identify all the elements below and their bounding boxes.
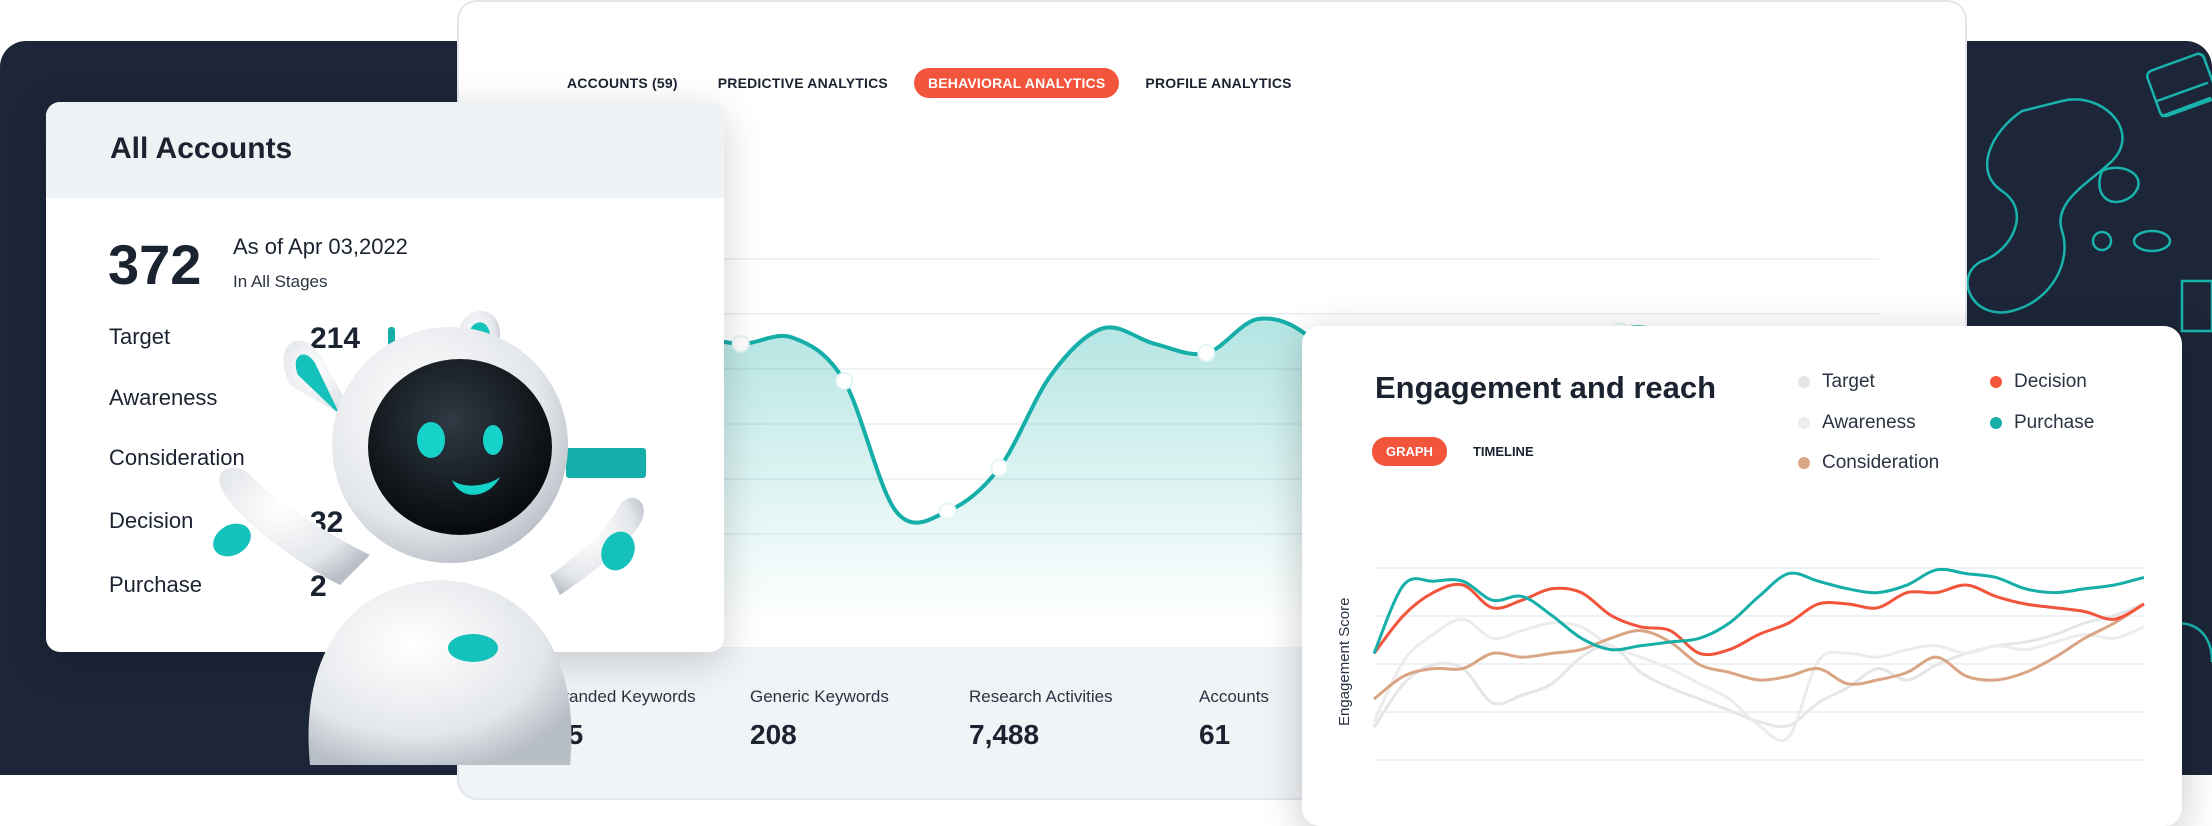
stage-decision-label: Decision [109, 508, 194, 533]
tab-timeline[interactable]: TIMELINE [1472, 444, 1534, 459]
stage-target-value: 214 [310, 322, 361, 355]
data-point [1197, 344, 1216, 363]
stage-awareness-label: Awareness [109, 385, 218, 410]
data-point [731, 334, 750, 353]
stages-label: In All Stages [233, 272, 328, 291]
tab-behavioral-analytics[interactable]: BEHAVIORAL ANALYTICS [913, 68, 1120, 98]
legend-label: Target [1822, 371, 1875, 392]
stat-value: 208 [750, 719, 797, 750]
engagement-reach-card: Engagement and reach GRAPH TIMELINE Targ… [1302, 326, 2182, 826]
analytics-tabs: ACCOUNTS (59) PREDICTIVE ANALYTICS BEHAV… [553, 68, 1318, 98]
legend-dot-purchase [1990, 417, 2002, 429]
stat-research-activities: Research Activities 7,488 [969, 687, 1113, 751]
series-line-awareness [1372, 617, 2145, 743]
series-line-purchase [1372, 567, 2145, 654]
engagement-view-tabs: GRAPH TIMELINE [1372, 437, 1560, 466]
stage-consideration-bar [566, 448, 646, 478]
tab-profile-analytics[interactable]: PROFILE ANALYTICS [1145, 75, 1292, 91]
tab-accounts[interactable]: ACCOUNTS (59) [567, 75, 678, 91]
engagement-title: Engagement and reach [1375, 370, 1717, 405]
stage-target-label: Target [109, 324, 171, 349]
tab-predictive-analytics[interactable]: PREDICTIVE ANALYTICS [717, 75, 888, 91]
series-line-consideration [1373, 602, 2145, 701]
data-point [990, 458, 1009, 477]
stage-consideration-label: Consideration [109, 445, 245, 470]
stat-label: Research Activities [969, 687, 1113, 706]
stat-generic-keywords: Generic Keywords 208 [750, 687, 889, 751]
stage-target-bar [388, 327, 395, 357]
legend-consideration[interactable]: Consideration [1798, 452, 1939, 474]
stat-label: Generic Keywords [750, 687, 889, 706]
tab-graph[interactable]: GRAPH [1372, 437, 1447, 466]
robot-mascot [213, 311, 644, 765]
series-line-decision [1372, 582, 2145, 657]
series-line-target [1372, 602, 2145, 729]
legend-purchase[interactable]: Purchase [1990, 412, 2094, 434]
engagement-line-chart [1372, 567, 2145, 761]
legend-label: Decision [2014, 371, 2087, 392]
legend-label: Purchase [2014, 412, 2095, 433]
data-point [938, 502, 957, 521]
legend-dot-target [1798, 376, 1810, 388]
stage-purchase-label: Purchase [109, 572, 202, 597]
total-accounts: 372 [108, 233, 202, 296]
card-title: All Accounts [110, 132, 293, 165]
stat-label: Branded Keywords [552, 687, 696, 706]
legend-target[interactable]: Target [1798, 371, 1875, 393]
as-of-date: As of Apr 03,2022 [233, 234, 408, 259]
legend-dot-consideration [1798, 457, 1810, 469]
legend-dot-awareness [1798, 417, 1810, 429]
stat-value: 7,488 [969, 719, 1040, 750]
card-header [46, 102, 724, 198]
legend-dot-decision [1990, 376, 2002, 388]
data-point [835, 372, 854, 390]
legend-awareness[interactable]: Awareness [1798, 412, 1916, 434]
stat-label: Accounts [1199, 687, 1269, 706]
stat-accounts: Accounts 61 [1199, 687, 1269, 751]
stat-value: 61 [1199, 719, 1231, 750]
legend-label: Awareness [1822, 412, 1916, 433]
legend-decision[interactable]: Decision [1990, 371, 2087, 393]
stage-purchase-value: 2 [310, 570, 327, 603]
legend-label: Consideration [1822, 452, 1940, 473]
